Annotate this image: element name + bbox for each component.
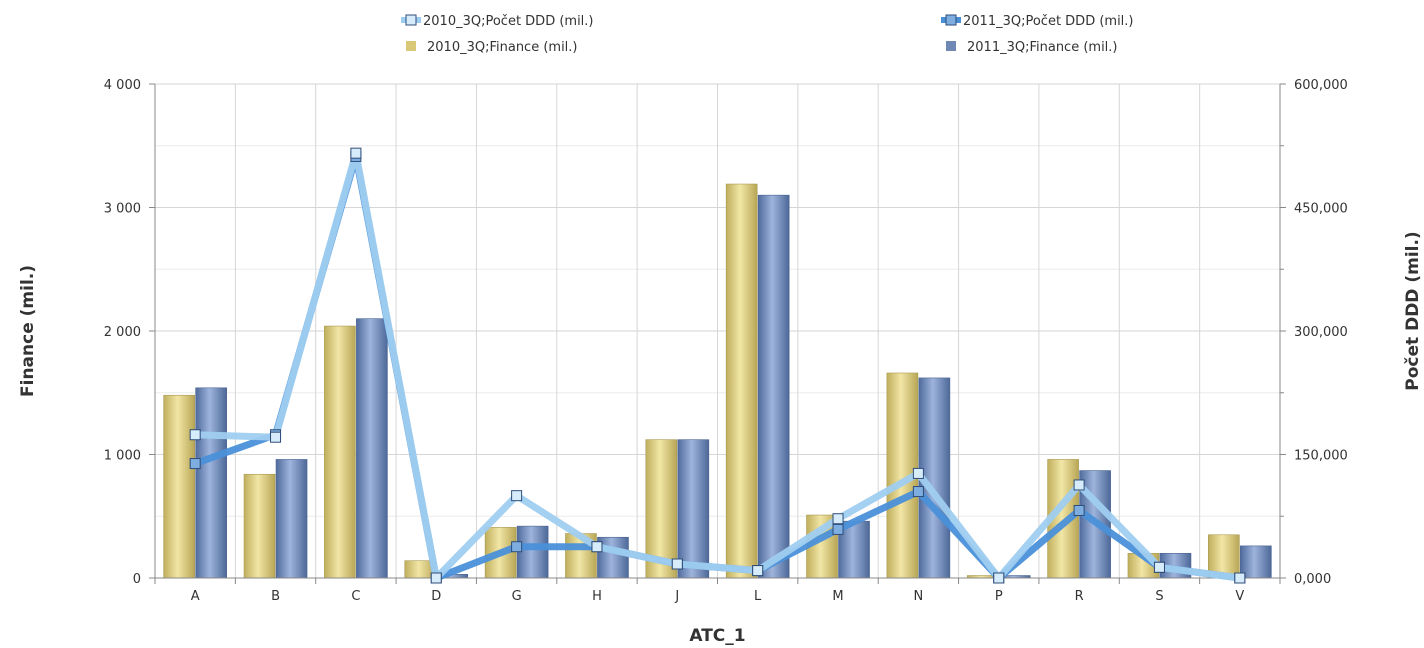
x-tick-label-G: G bbox=[512, 589, 522, 604]
right-axis-title: Počet DDD (mil.) bbox=[1403, 231, 1423, 390]
grid-layer bbox=[155, 83, 1280, 579]
marker-2010-B bbox=[270, 431, 282, 443]
marker-2010-L bbox=[752, 565, 764, 577]
line-2010-ddd bbox=[191, 149, 1244, 582]
x-tick-label-A: A bbox=[191, 589, 200, 604]
bar-2010-V bbox=[1208, 534, 1240, 579]
legend-label: 2011_3Q;Finance (mil.) bbox=[967, 40, 1118, 55]
legend-item-2: 2010_3Q;Finance (mil.) bbox=[406, 40, 578, 55]
x-tick-label-J: J bbox=[674, 589, 679, 604]
x-tick-label-P: P bbox=[995, 589, 1003, 604]
x-tick-label-D: D bbox=[431, 589, 441, 604]
legend-label: 2010_3Q;Finance (mil.) bbox=[427, 40, 578, 55]
x-tick-label-V: V bbox=[1235, 589, 1244, 604]
right-tick-label: 450,000 bbox=[1294, 202, 1348, 217]
marker-2010-V bbox=[1234, 572, 1246, 584]
right-tick-label: 300,000 bbox=[1294, 325, 1348, 340]
lines-layer bbox=[189, 147, 1246, 584]
left-tick-label: 2 000 bbox=[104, 325, 141, 340]
legend-label: 2011_3Q;Počet DDD (mil.) bbox=[963, 14, 1134, 29]
marker-2010-A bbox=[189, 429, 201, 441]
marker-2010-D bbox=[430, 572, 442, 584]
legend-item-1: 2011_3Q;Počet DDD (mil.) bbox=[941, 14, 1134, 29]
marker-2011-R bbox=[1073, 504, 1085, 516]
marker-2011-G bbox=[511, 541, 523, 553]
x-tick-label-S: S bbox=[1155, 589, 1163, 604]
bar-2011-M bbox=[838, 520, 870, 579]
bar-2011-A bbox=[195, 387, 227, 579]
bar-2011-H bbox=[597, 536, 629, 579]
left-axis-title: Finance (mil.) bbox=[18, 265, 38, 397]
bar-2010-L bbox=[725, 183, 758, 579]
bars-layer bbox=[163, 183, 1272, 579]
marker-2010-M bbox=[832, 513, 844, 525]
marker-2011-A bbox=[189, 458, 201, 470]
bar-2011-J bbox=[677, 439, 710, 579]
marker-2010-R bbox=[1073, 479, 1085, 491]
right-tick-label: 600,000 bbox=[1294, 78, 1348, 93]
marker-2010-C bbox=[350, 147, 362, 159]
marker-2010-H bbox=[591, 541, 603, 553]
left-tick-label: 1 000 bbox=[104, 449, 141, 464]
x-tick-label-R: R bbox=[1075, 589, 1084, 604]
bar-2010-A bbox=[163, 394, 195, 579]
x-tick-label-M: M bbox=[832, 589, 843, 604]
legend-item-0: 2010_3Q;Počet DDD (mil.) bbox=[401, 14, 594, 29]
left-tick-label: 0 bbox=[133, 572, 141, 587]
marker-2010-P bbox=[993, 572, 1005, 584]
x-tick-label-H: H bbox=[592, 589, 602, 604]
marker-2010-J bbox=[671, 558, 683, 570]
bar-2011-G bbox=[516, 525, 549, 579]
legend-item-3: 2011_3Q;Finance (mil.) bbox=[946, 40, 1118, 55]
marker-2010-G bbox=[511, 490, 523, 502]
bar-2010-C bbox=[324, 325, 356, 579]
x-axis-title: ATC_1 bbox=[689, 626, 745, 646]
labels-layer: 0 1 000 2 000 3 000 4 000 0,000 150,000 300,000… bbox=[18, 78, 1423, 646]
legend-marker-swatch bbox=[405, 14, 417, 26]
right-tick-label: 150,000 bbox=[1294, 449, 1348, 464]
legend-bar-swatch bbox=[406, 41, 416, 51]
bar-2011-B bbox=[275, 459, 308, 579]
legend-label: 2010_3Q;Počet DDD (mil.) bbox=[423, 14, 594, 29]
marker-2010-S bbox=[1153, 561, 1165, 573]
legend-bar-swatch bbox=[946, 41, 956, 51]
bar-2011-C bbox=[356, 318, 388, 579]
x-tick-label-B: B bbox=[271, 589, 280, 604]
marker-2011-M bbox=[832, 523, 844, 535]
marker-2011-N bbox=[912, 486, 924, 498]
x-tick-label-C: C bbox=[351, 589, 360, 604]
left-tick-label: 4 000 bbox=[104, 78, 141, 93]
legend: 2010_3Q;Počet DDD (mil.) 2011_3Q;Počet DD… bbox=[401, 14, 1134, 55]
legend-marker-swatch bbox=[945, 14, 957, 26]
bar-2011-L bbox=[757, 194, 790, 579]
left-tick-label: 3 000 bbox=[104, 202, 141, 217]
marker-2010-N bbox=[912, 467, 924, 479]
right-tick-label: 0,000 bbox=[1294, 572, 1331, 587]
x-tick-label-N: N bbox=[914, 589, 924, 604]
x-tick-label-L: L bbox=[754, 589, 762, 604]
axes-layer bbox=[149, 83, 1286, 584]
bar-2010-B bbox=[243, 473, 276, 579]
